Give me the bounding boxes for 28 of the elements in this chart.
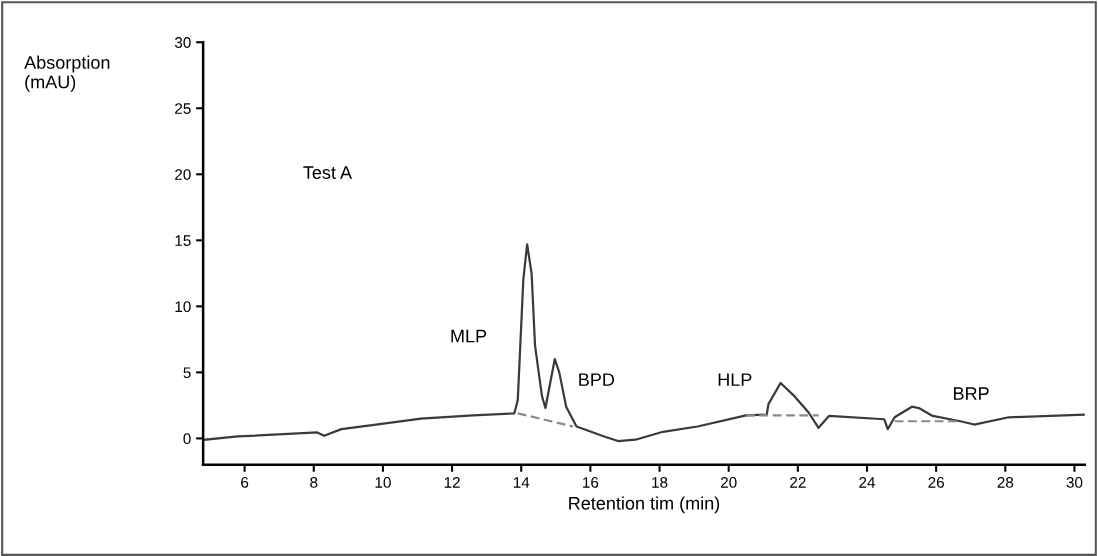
x-axis-title: Retention tim (min) <box>569 496 720 514</box>
x-tick-label: 22 <box>790 477 806 488</box>
y-tick-label: 30 <box>174 37 191 48</box>
x-tick-label: 10 <box>375 477 391 488</box>
annotation: Test A <box>303 166 352 179</box>
y-tick-label: 0 <box>183 433 191 445</box>
y-tick-label: 15 <box>175 235 191 247</box>
annotation: HLP <box>718 373 752 386</box>
x-tick-label: 24 <box>859 477 876 488</box>
annotation: BPD <box>579 373 615 386</box>
x-tick-label: 14 <box>513 477 530 488</box>
x-tick-label: 6 <box>241 477 249 488</box>
x-tick-label: 30 <box>1066 477 1083 488</box>
y-tick-label: 10 <box>175 301 191 313</box>
x-tick-label: 18 <box>652 477 668 488</box>
y-tick-label: 25 <box>175 103 191 114</box>
line-series <box>204 243 1085 443</box>
annotation: BRP <box>954 387 989 400</box>
x-tick-label: 28 <box>997 477 1014 488</box>
y-tick-label: 20 <box>175 169 191 180</box>
x-tick-label: 20 <box>720 477 737 488</box>
annotation: MLP <box>451 329 487 343</box>
x-tick-label: 26 <box>928 477 944 488</box>
x-tick-label: 12 <box>444 477 460 488</box>
y-tick-label: 5 <box>183 367 191 379</box>
y-axis-title: Absorption (mAU) <box>24 55 110 92</box>
x-tick-label: 8 <box>310 477 318 488</box>
x-tick-label: 16 <box>583 477 599 488</box>
